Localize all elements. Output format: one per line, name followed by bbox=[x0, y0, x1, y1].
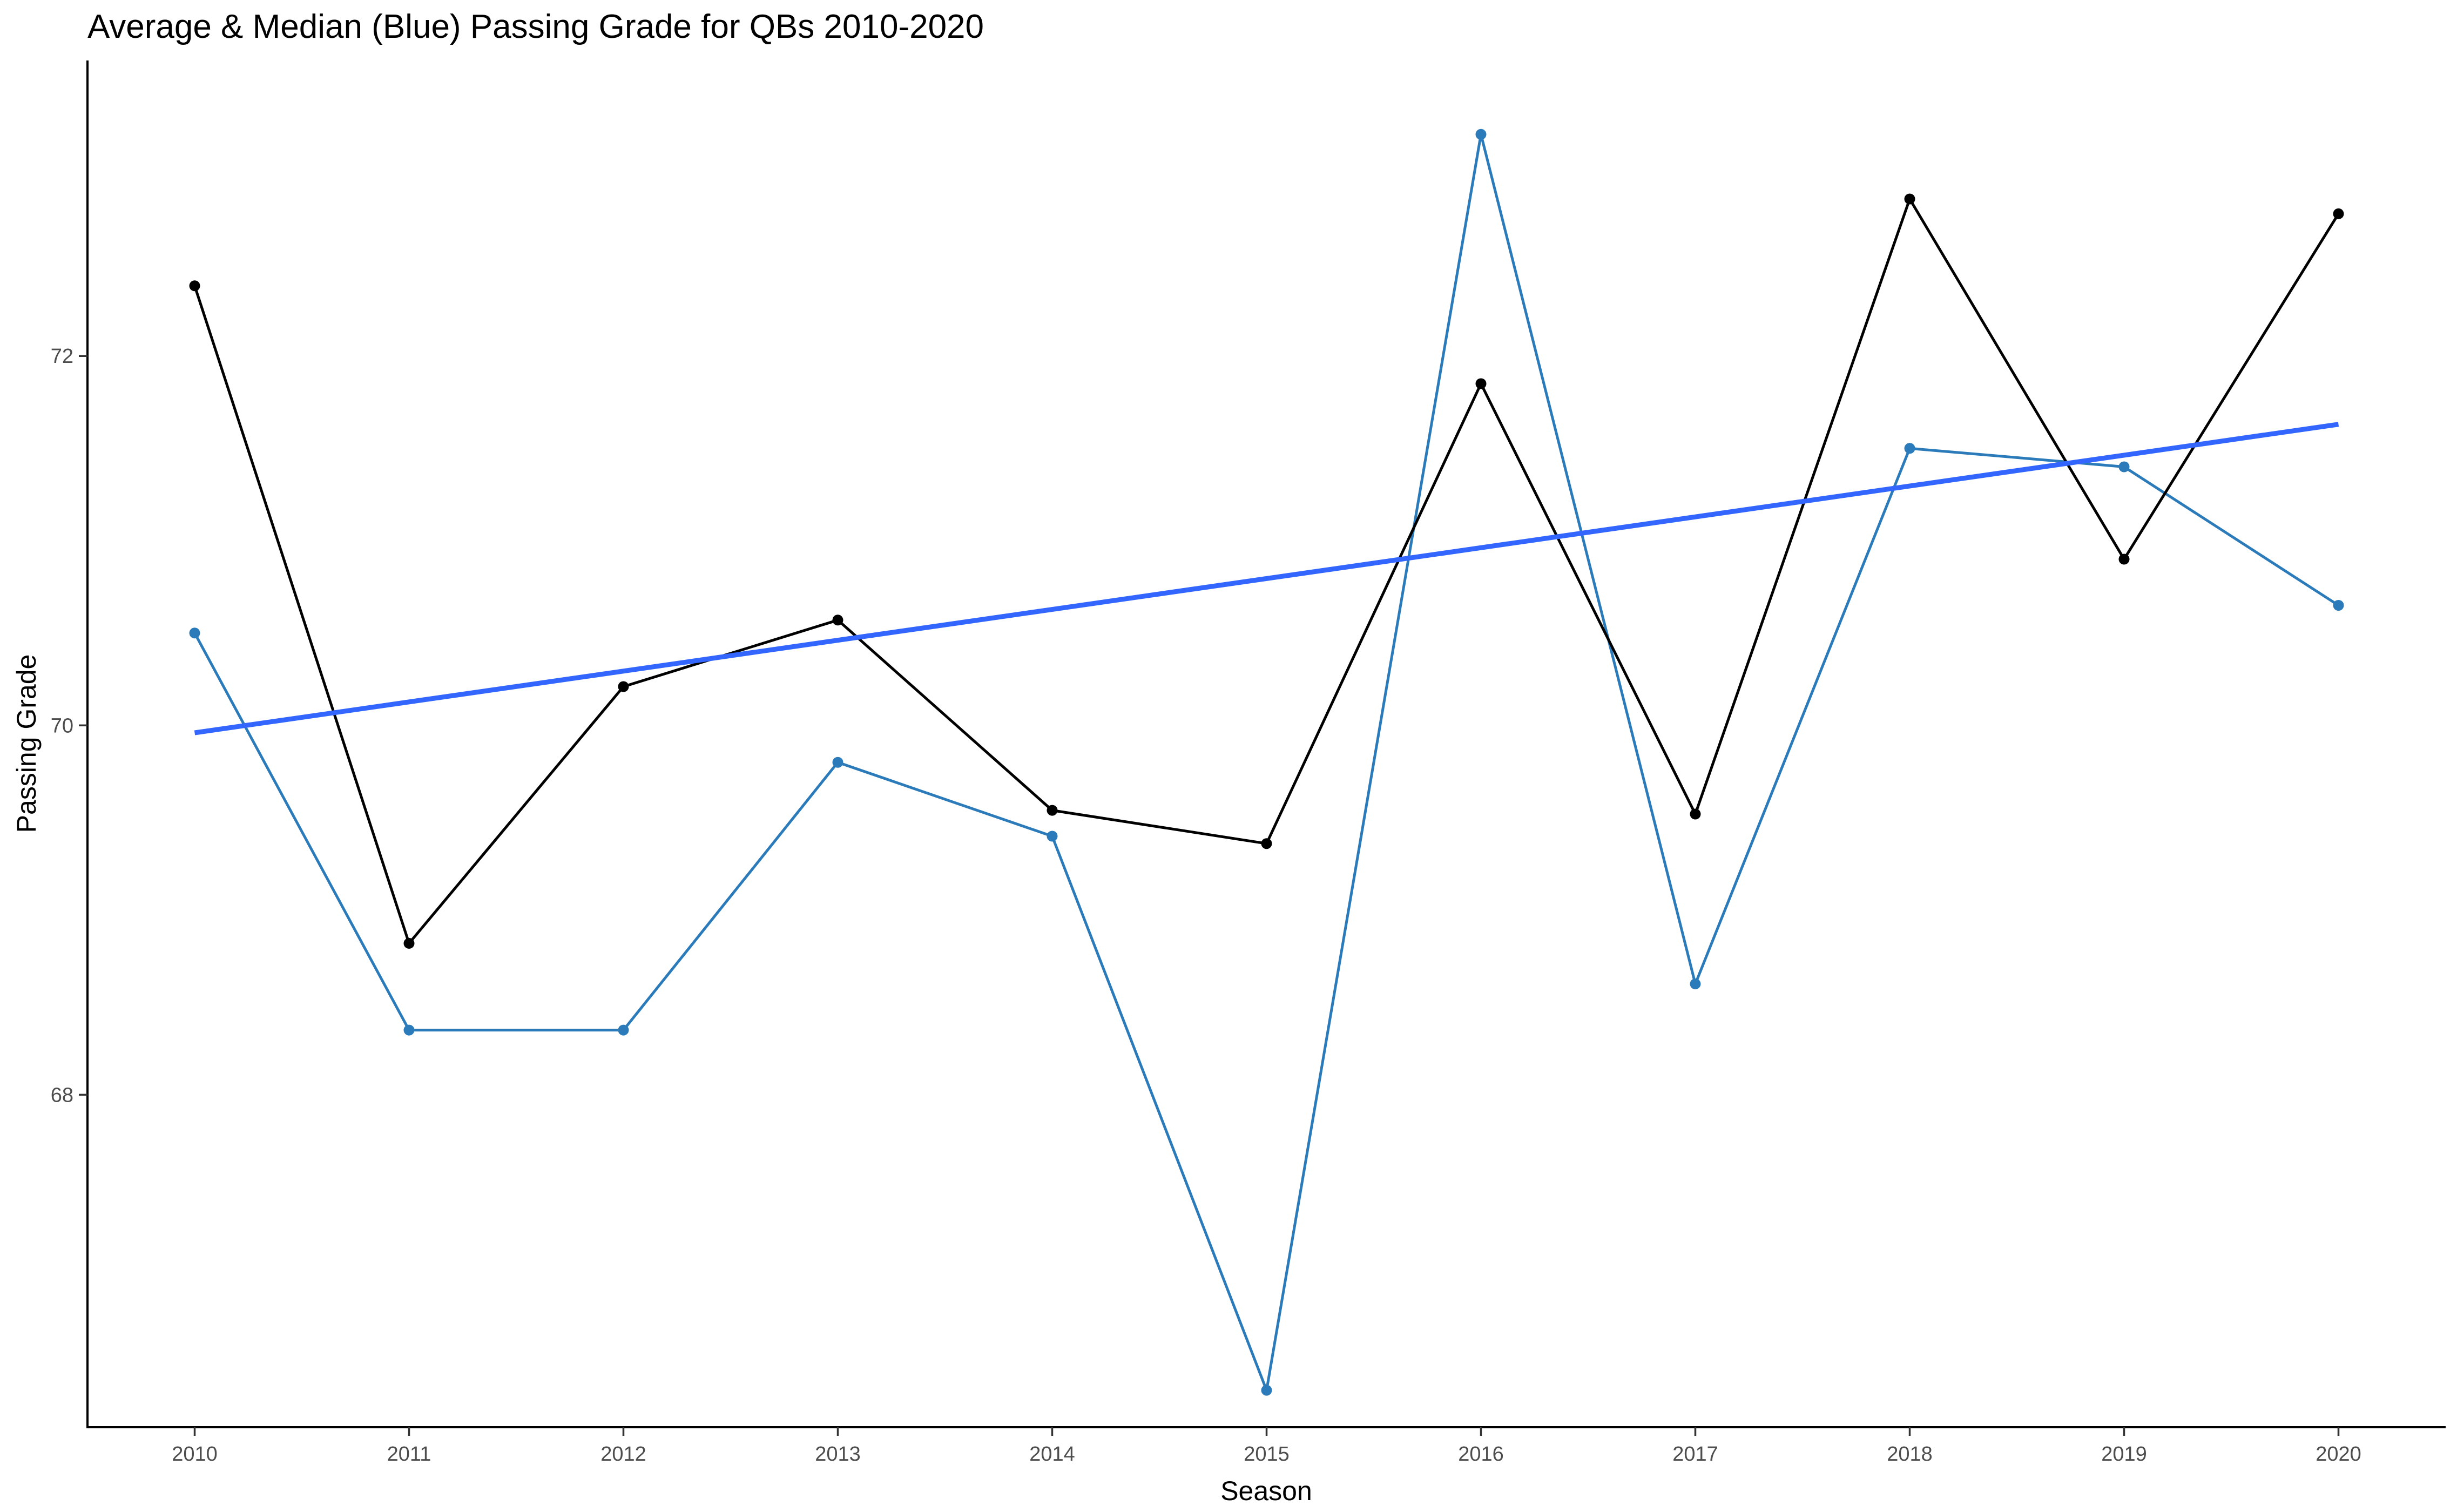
y-axis-title: Passing Grade bbox=[11, 654, 42, 833]
y-axis: 68 70 72 bbox=[51, 345, 87, 1106]
x-tick-label: 2015 bbox=[1244, 1443, 1290, 1466]
data-point-median-2010 bbox=[189, 627, 200, 639]
chart-title: Average & Median (Blue) Passing Grade fo… bbox=[87, 8, 984, 45]
data-point-average-2020 bbox=[2333, 208, 2344, 219]
x-tick-label: 2017 bbox=[1672, 1443, 1718, 1466]
x-tick-label: 2019 bbox=[2101, 1443, 2147, 1466]
data-point-median-2019 bbox=[2118, 461, 2130, 473]
data-point-median-2014 bbox=[1047, 831, 1058, 842]
data-point-average-2014 bbox=[1047, 805, 1058, 816]
data-point-median-2015 bbox=[1261, 1385, 1272, 1396]
x-axis: 2010 2011 2012 2013 2014 2015 2016 2017 2018 2019… bbox=[172, 1427, 2361, 1466]
data-point-average-2013 bbox=[832, 615, 843, 626]
data-point-median-2020 bbox=[2333, 600, 2344, 611]
y-tick-label: 72 bbox=[51, 345, 73, 368]
data-point-median-2017 bbox=[1690, 978, 1701, 990]
x-tick-label: 2014 bbox=[1029, 1443, 1075, 1466]
data-point-median-2011 bbox=[403, 1024, 415, 1036]
plot-area bbox=[189, 129, 2344, 1396]
x-tick-label: 2013 bbox=[815, 1443, 861, 1466]
data-point-average-2018 bbox=[1904, 193, 1915, 205]
x-tick-label: 2011 bbox=[387, 1443, 431, 1466]
data-point-average-2017 bbox=[1690, 808, 1701, 820]
series-line-median bbox=[193, 133, 2339, 1392]
data-point-average-2012 bbox=[618, 681, 629, 692]
trend-line bbox=[194, 422, 2339, 735]
y-tick-label: 68 bbox=[51, 1084, 73, 1106]
series-line-average bbox=[193, 198, 2340, 945]
x-tick-label: 2018 bbox=[1887, 1443, 1933, 1466]
data-point-average-2019 bbox=[2118, 554, 2130, 565]
data-point-median-2018 bbox=[1904, 443, 1915, 454]
data-point-average-2010 bbox=[189, 280, 200, 292]
data-point-average-2011 bbox=[403, 937, 415, 949]
x-tick-label: 2012 bbox=[600, 1443, 646, 1466]
x-tick-label: 2020 bbox=[2316, 1443, 2361, 1466]
x-tick-label: 2010 bbox=[172, 1443, 218, 1466]
data-point-average-2015 bbox=[1261, 838, 1272, 849]
data-point-median-2013 bbox=[832, 757, 843, 768]
data-point-average-2016 bbox=[1475, 378, 1487, 389]
data-point-median-2012 bbox=[618, 1024, 629, 1036]
data-point-median-2016 bbox=[1475, 129, 1487, 140]
x-tick-label: 2016 bbox=[1458, 1443, 1504, 1466]
y-tick-label: 70 bbox=[51, 714, 73, 737]
x-axis-title: Season bbox=[1220, 1476, 1312, 1506]
